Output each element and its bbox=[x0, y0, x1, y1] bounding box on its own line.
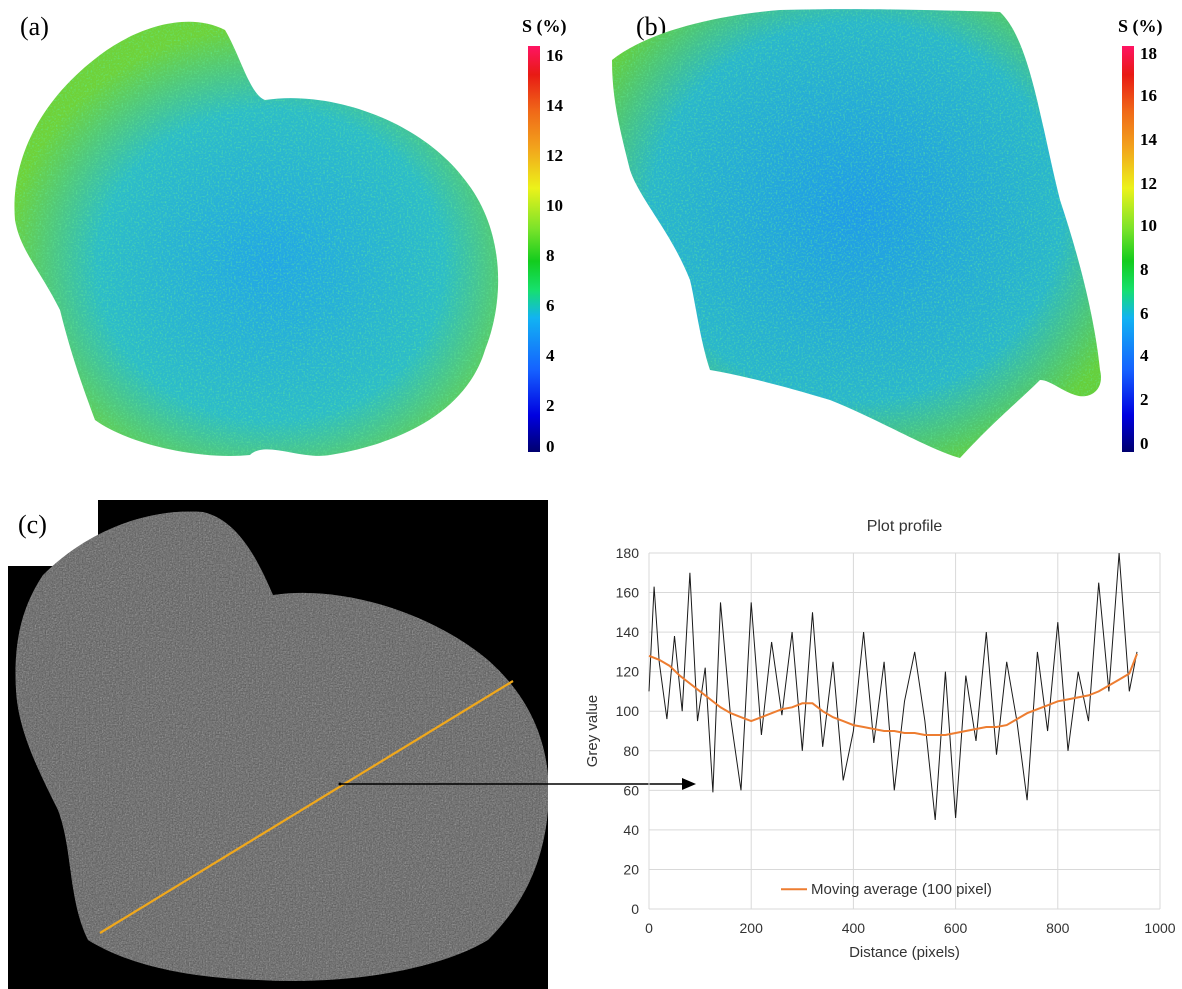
chart-legend: Moving average (100 pixel) bbox=[781, 881, 992, 898]
y-tick-label: 120 bbox=[616, 664, 640, 680]
panel-label-c: (c) bbox=[18, 510, 47, 539]
colorbar-2-tick: 12 bbox=[1140, 174, 1157, 193]
y-tick-label: 160 bbox=[616, 585, 640, 601]
y-tick-label: 180 bbox=[616, 545, 640, 561]
colorbar-1-tick: 12 bbox=[546, 146, 563, 165]
x-tick-label: 400 bbox=[842, 920, 866, 936]
colorbar-1-tick: 16 bbox=[546, 46, 563, 65]
y-axis-ticks: 0 20 40 60 80 100 120 140 160 180 bbox=[616, 545, 640, 917]
colorbar-2-tick: 4 bbox=[1140, 346, 1149, 365]
saturation-map-b bbox=[612, 9, 1101, 459]
chart-gridlines bbox=[648, 552, 1161, 910]
colorbar-1-title: S (%) bbox=[522, 16, 567, 36]
colorbar-1-tick: 8 bbox=[546, 246, 555, 265]
y-tick-label: 40 bbox=[623, 822, 639, 838]
y-tick-label: 100 bbox=[616, 703, 640, 719]
saturation-map-a bbox=[14, 21, 499, 456]
moving-average-series-line bbox=[648, 653, 1138, 736]
x-tick-label: 1000 bbox=[1144, 920, 1175, 936]
x-tick-label: 0 bbox=[645, 920, 653, 936]
plot-profile-chart: Plot profile 0 20 40 60 80 100 120 140 160 180 0 2… bbox=[584, 518, 1176, 961]
y-tick-label: 80 bbox=[623, 743, 639, 759]
x-tick-label: 600 bbox=[944, 920, 968, 936]
y-tick-label: 0 bbox=[631, 901, 639, 917]
colorbar-2-tick: 6 bbox=[1140, 304, 1149, 323]
colorbar-2-tick: 2 bbox=[1140, 390, 1149, 409]
colorbar-1-tick: 10 bbox=[546, 196, 563, 215]
y-tick-label: 140 bbox=[616, 624, 640, 640]
colorbar-1-tick: 6 bbox=[546, 296, 555, 315]
legend-label: Moving average (100 pixel) bbox=[811, 881, 992, 898]
y-axis-label: Grey value bbox=[584, 695, 601, 768]
x-tick-label: 800 bbox=[1046, 920, 1070, 936]
colorbar-2-tick: 10 bbox=[1140, 216, 1157, 235]
panel-label-a: (a) bbox=[20, 12, 49, 41]
colorbar-2-tick: 0 bbox=[1140, 434, 1149, 453]
colorbar-2 bbox=[1122, 46, 1134, 452]
colorbar-1-tick: 0 bbox=[546, 437, 555, 456]
colorbar-2-tick: 14 bbox=[1140, 130, 1157, 149]
colorbar-2-title: S (%) bbox=[1118, 16, 1163, 36]
colorbar-2-tick: 16 bbox=[1140, 86, 1157, 105]
colorbar-1-tick: 4 bbox=[546, 346, 555, 365]
y-tick-label: 20 bbox=[623, 861, 639, 877]
colorbar-2-tick: 8 bbox=[1140, 260, 1149, 279]
colorbar-1 bbox=[528, 46, 540, 452]
colorbar-2-tick: 18 bbox=[1140, 44, 1157, 63]
grey-value-series-line bbox=[648, 552, 1138, 821]
pointer-arrow bbox=[338, 778, 696, 790]
x-axis-ticks: 0 200 400 600 800 1000 bbox=[645, 920, 1176, 936]
scan-line bbox=[99, 680, 514, 934]
x-tick-label: 200 bbox=[740, 920, 764, 936]
colorbar-1-tick: 14 bbox=[546, 96, 563, 115]
x-axis-label: Distance (pixels) bbox=[849, 944, 960, 961]
ct-slice-image bbox=[8, 500, 548, 989]
colorbar-1-tick: 2 bbox=[546, 396, 555, 415]
y-tick-label: 60 bbox=[623, 782, 639, 798]
chart-title: Plot profile bbox=[867, 518, 943, 535]
